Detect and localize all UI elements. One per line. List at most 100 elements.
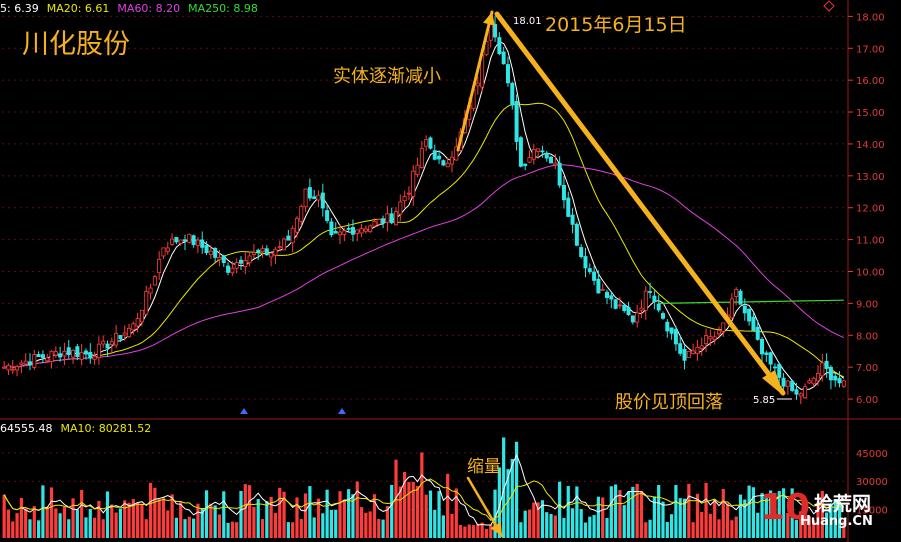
volume-bar [476,523,480,538]
candle-body [721,322,726,332]
volume-bar [390,484,394,538]
candle-body [570,214,575,225]
price-legend-item-3: MA250: 8.98 [188,2,258,15]
volume-bar [15,513,19,538]
volume-bar [377,518,381,538]
candle-body [243,260,248,268]
volume-bar [532,502,536,538]
price-tick-label: 10.00 [856,267,885,278]
candle-body [742,305,747,314]
volume-bar [639,490,644,538]
volume-bar [631,486,635,538]
volume-bar [325,489,329,538]
volume-bar [381,519,385,538]
volume-bar [695,493,700,538]
volume-bar [450,513,454,538]
volume-bar [415,486,420,538]
candle-body [574,223,579,246]
candle-body [101,340,106,345]
volume-bar [286,522,290,538]
volume-bar [700,511,704,538]
volume-bar [372,494,377,538]
candle-body [114,332,119,346]
candle-body [333,231,338,234]
candle-body [350,227,355,235]
price-legend-item-2: MA60: 8.20 [117,2,181,15]
volume-bar [527,509,532,538]
candle-body [398,201,403,215]
volume-bar [144,519,148,538]
volume-bar [28,519,32,538]
price-tick-label: 16.00 [856,76,885,87]
candle-body [32,354,37,368]
volume-bar [713,500,717,538]
candle-body [88,351,93,359]
volume-bar [303,493,308,538]
price-tick-label: 13.00 [856,172,885,183]
volume-bar [781,488,786,538]
candle-body [363,228,368,232]
volume-bar [833,499,837,538]
candle-body [497,37,502,55]
volume-bar [105,491,110,538]
candle-body [777,363,782,378]
rise-arrow-head [483,12,495,26]
candle-body [23,360,28,365]
candle-body [303,188,308,208]
candle-body [798,393,803,397]
candle-body [811,377,816,385]
candle-body [320,192,325,209]
volume-bar [342,499,346,538]
volume-bar [192,518,196,538]
volume-bar [11,521,15,538]
volume-bar [601,497,605,538]
volume-bar [497,467,501,538]
candle-body [596,278,601,294]
candle-body [109,341,114,346]
candle-body [824,360,829,369]
volume-bar [446,473,450,538]
watermark-url: Huang.CN [800,514,873,529]
candle-body [441,160,446,166]
volume-bar [123,500,127,538]
volume-bar [230,521,234,538]
volume-bar [41,485,45,538]
volume-bar [80,489,84,538]
candle-body [695,346,700,354]
candle-body [122,332,127,336]
volume-bar [424,494,428,538]
volume-bar [403,471,407,538]
volume-bar [605,518,609,538]
candle-body [372,221,377,227]
volume-bar [299,519,303,538]
volume-bar [351,494,355,538]
volume-bar [519,522,523,538]
volume-bar [269,496,273,538]
candle-body [208,250,213,256]
candle-body [411,170,416,197]
volume-bar [88,508,92,538]
high-price-label: 18.01 [513,16,542,27]
volume-bar [803,501,807,538]
volume-bar [183,519,187,538]
volume-bar [196,503,200,538]
candle-body [561,184,566,201]
volume-bar [769,490,773,538]
candle-body [139,309,144,323]
volume-bar [484,528,489,538]
candle-body [415,164,420,176]
volume-bar [562,517,566,538]
volume-bar [812,520,816,538]
candle-body [264,248,269,256]
volume-bar [355,481,359,538]
candle-body [449,156,454,165]
volume-bar [596,496,600,538]
volume-bar [153,487,157,538]
volume-bar [592,515,596,538]
volume-bar [235,522,239,538]
volume-bar [678,498,682,538]
candle-body [105,343,110,349]
candle-body [170,238,175,245]
volume-bar [618,490,622,538]
